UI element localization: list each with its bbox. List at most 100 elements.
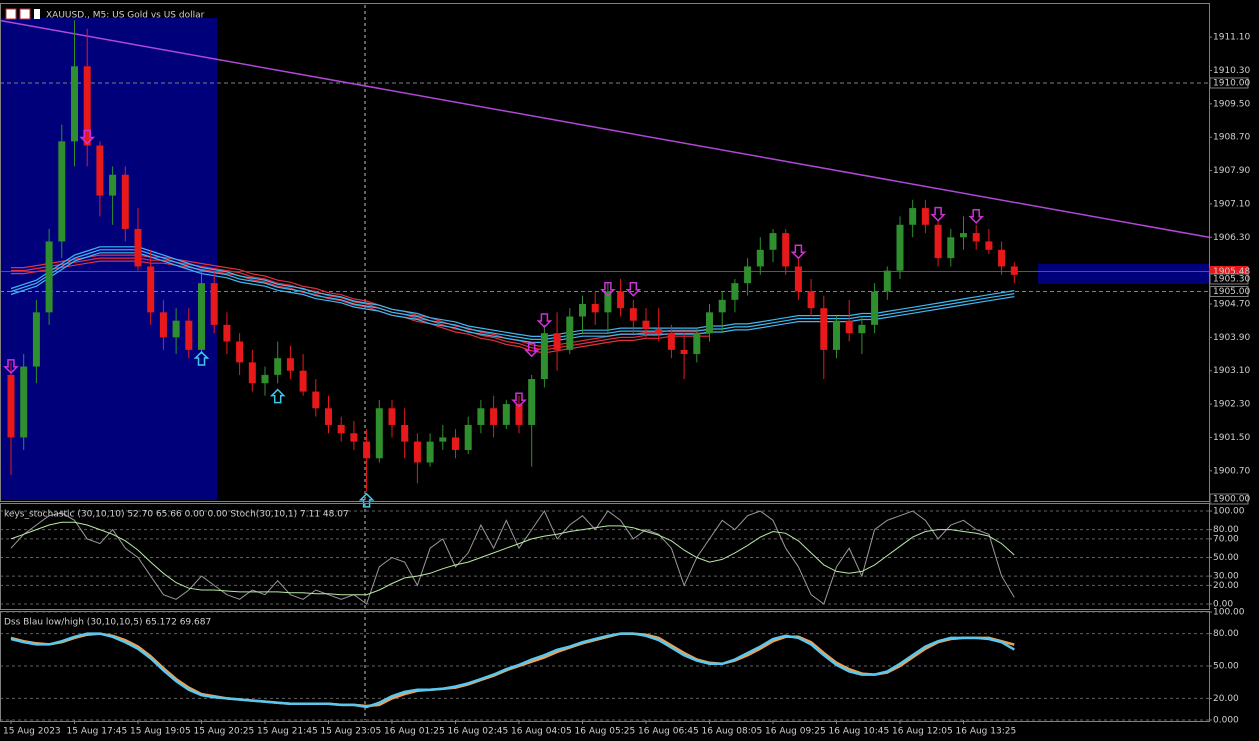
x-tick-label: 15 Aug 21:45 bbox=[257, 727, 318, 737]
candle-body bbox=[337, 424, 345, 434]
icon bbox=[5, 8, 17, 20]
candle-body bbox=[312, 391, 320, 409]
line-series bbox=[10, 246, 1015, 337]
candle-body bbox=[528, 379, 536, 425]
candle-body bbox=[426, 441, 434, 463]
price-label: 1905.00 bbox=[1213, 287, 1250, 297]
x-tick-label: 16 Aug 02:45 bbox=[448, 727, 509, 737]
y-tick-label: 70.00 bbox=[1213, 534, 1239, 544]
y-tick-label: 30.00 bbox=[1213, 572, 1239, 582]
panel-title: keys_stochastic (30,10,10) 52.70 65.66 0… bbox=[4, 510, 349, 520]
line-series bbox=[10, 521, 1015, 596]
y-tick-label: 100.00 bbox=[1213, 507, 1245, 517]
candle-body bbox=[896, 224, 904, 271]
candle-body bbox=[667, 333, 675, 350]
y-tick-label: 1903.90 bbox=[1213, 333, 1250, 343]
candle-body bbox=[731, 283, 739, 300]
sell-arrow bbox=[600, 281, 616, 297]
buy-arrow bbox=[193, 350, 210, 366]
candle-body bbox=[490, 408, 498, 425]
x-tick-label: 16 Aug 10:45 bbox=[829, 727, 890, 737]
candle-body bbox=[375, 408, 383, 459]
line-series bbox=[11, 257, 710, 351]
candle-body bbox=[794, 266, 802, 292]
window-title: XAUUSD., M5: US Gold vs US dollar bbox=[46, 11, 205, 21]
candle-body bbox=[655, 329, 663, 334]
y-tick-label: 1902.30 bbox=[1213, 400, 1250, 410]
candle-body bbox=[248, 362, 256, 384]
candle-body bbox=[223, 324, 231, 342]
candle-body bbox=[820, 308, 828, 350]
price-label-bg bbox=[1209, 273, 1249, 285]
candle-body bbox=[642, 320, 650, 330]
candle-body bbox=[198, 283, 205, 350]
sell-arrow bbox=[79, 129, 96, 145]
y-tick-label: 0.00 bbox=[1213, 599, 1233, 609]
candle-body bbox=[96, 145, 104, 196]
price-label-bg bbox=[1209, 77, 1249, 89]
candle-body bbox=[20, 366, 28, 438]
price-label: 1910.00 bbox=[1213, 78, 1250, 88]
frame bbox=[0, 3, 1210, 502]
candle-body bbox=[782, 233, 790, 267]
candle-body bbox=[960, 233, 967, 238]
candle-body bbox=[540, 333, 548, 380]
y-tick-label: 80.00 bbox=[1213, 629, 1239, 639]
candle-body bbox=[109, 174, 117, 196]
candle-body bbox=[286, 358, 294, 371]
candle-body bbox=[718, 299, 726, 313]
candle-body bbox=[706, 312, 713, 334]
x-tick-label: 15 Aug 2023 bbox=[3, 727, 61, 737]
candle-body bbox=[845, 320, 853, 334]
line-series bbox=[11, 260, 710, 354]
y-tick-label: 50.00 bbox=[1213, 662, 1239, 672]
y-tick-label: 20.00 bbox=[1213, 694, 1239, 704]
icon bbox=[34, 9, 40, 19]
zone-box bbox=[1038, 264, 1209, 284]
candle-body bbox=[299, 370, 307, 392]
y-tick-label: 1903.10 bbox=[1213, 366, 1250, 376]
panel-title: Dss Blau low/high (30,10,10,5) 65.172 69… bbox=[4, 618, 211, 628]
candle-body bbox=[413, 441, 421, 463]
candle-body bbox=[756, 249, 764, 267]
candle-body bbox=[744, 266, 752, 284]
candle-body bbox=[858, 324, 866, 334]
x-tick-label: 16 Aug 01:25 bbox=[384, 727, 445, 737]
line-series bbox=[10, 509, 1015, 605]
x-tick-label: 16 Aug 12:05 bbox=[892, 727, 953, 737]
x-tick-label: 15 Aug 17:45 bbox=[67, 727, 128, 737]
candle-body bbox=[134, 228, 142, 267]
y-tick-label: 80.00 bbox=[1213, 525, 1239, 535]
candle-body bbox=[680, 349, 688, 355]
candle-body bbox=[71, 66, 78, 142]
y-tick-label: 1900.70 bbox=[1213, 466, 1250, 476]
candle-body bbox=[401, 424, 409, 442]
candle-body bbox=[921, 208, 929, 225]
candle-body bbox=[1010, 266, 1018, 275]
sell-arrow bbox=[930, 206, 946, 222]
y-tick-label: 50.00 bbox=[1213, 553, 1239, 563]
sell-arrow bbox=[790, 244, 807, 260]
price-label: 1905.30 bbox=[1213, 274, 1250, 284]
candle-body bbox=[439, 437, 447, 442]
candle-body bbox=[502, 404, 510, 425]
candle-body bbox=[566, 316, 574, 350]
sell-arrow bbox=[536, 313, 553, 329]
y-tick-label: 0.000 bbox=[1213, 716, 1239, 726]
x-tick-label: 16 Aug 04:05 bbox=[511, 727, 572, 737]
y-tick-label: 1910.30 bbox=[1213, 66, 1250, 76]
y-tick-label: 1907.10 bbox=[1213, 199, 1250, 209]
candle-body bbox=[693, 333, 701, 355]
candle-body bbox=[464, 424, 472, 450]
candle-body bbox=[147, 266, 155, 313]
candle-body bbox=[553, 333, 561, 350]
candle-body bbox=[985, 241, 993, 250]
candle-body bbox=[629, 308, 637, 321]
candle-body bbox=[236, 341, 244, 363]
candle-body bbox=[591, 304, 599, 313]
candle-body bbox=[807, 291, 815, 309]
icon bbox=[19, 8, 31, 20]
candle-body bbox=[388, 408, 396, 425]
candle-body bbox=[452, 437, 459, 450]
x-tick-label: 15 Aug 23:05 bbox=[321, 727, 382, 737]
